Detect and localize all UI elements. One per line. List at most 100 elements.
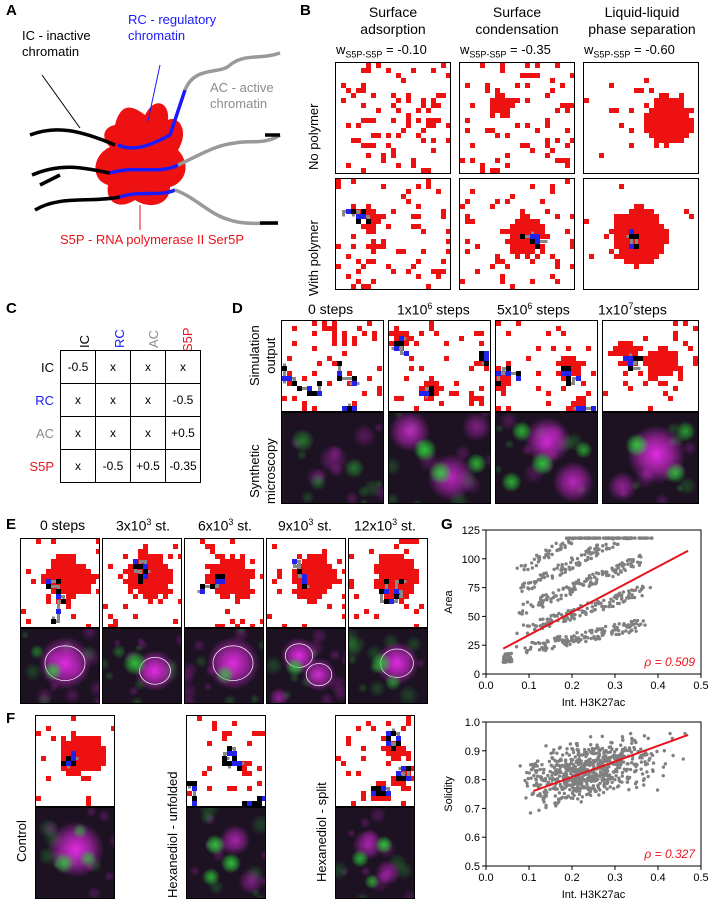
scatter-point [611, 545, 615, 549]
scatter-point [559, 593, 563, 597]
scatter-point [556, 638, 561, 643]
scatter-point [552, 567, 556, 572]
scatter-point [571, 748, 575, 752]
scatter-point [591, 551, 595, 555]
scatter-point [548, 787, 552, 792]
b-col1-title-l2: adsorption [360, 21, 426, 37]
e-sim-3 [266, 538, 346, 628]
scatter-point [619, 597, 624, 601]
y-axis-label: Area [443, 590, 455, 614]
scatter-point [564, 593, 568, 598]
scatter-point [576, 797, 580, 801]
scatter-point [609, 597, 613, 601]
scatter-point [591, 749, 596, 753]
scatter-point [580, 795, 585, 799]
scatter-point [564, 762, 568, 766]
scatter-point [613, 628, 618, 632]
scatter-point [530, 586, 534, 591]
e-step-3: 9x103 st. [278, 517, 333, 534]
scatter-point [577, 757, 581, 761]
scatter-point [643, 762, 648, 767]
scatter-point [541, 767, 546, 772]
f-sim-split [335, 715, 415, 807]
scatter-point [594, 550, 598, 555]
ic-label-line2: chromatin [22, 44, 80, 59]
scatter-point [597, 536, 602, 540]
scatter-point [620, 750, 625, 754]
matrix-row: RC x x x -0.5 [20, 383, 201, 417]
scatter-point [605, 759, 609, 763]
b-w-label-2: wS5P-S5P = -0.35 [460, 42, 551, 60]
scatter-point [610, 630, 615, 634]
scatter-point [583, 552, 587, 557]
scatter-point [643, 623, 647, 627]
scatter-point [580, 753, 585, 757]
plot-frame [485, 529, 702, 675]
y-tick-label: 25 [468, 640, 480, 652]
scatter-point [617, 591, 622, 595]
scatter-point [573, 755, 577, 759]
scatter-point [572, 786, 577, 791]
interaction-matrix: IC -0.5 x x x RC x x x -0.5 AC x x x +0.… [20, 350, 201, 483]
scatter-point [563, 758, 568, 762]
scatter-point [538, 775, 543, 779]
scatter-point [575, 631, 579, 635]
scatter-point [557, 611, 561, 616]
d-row-label-microscopy: Synthetic microscopy [247, 438, 278, 504]
scatter-point [602, 768, 606, 773]
scatter-point [595, 536, 599, 540]
scatter-point [527, 587, 531, 591]
scatter-point [633, 769, 637, 774]
scatter-point [568, 567, 572, 572]
scatter-point [639, 747, 643, 751]
panel-label-e: E [6, 516, 17, 533]
scatter-point [634, 780, 639, 784]
d-row-label-simulation: Simulation output [247, 325, 278, 386]
d-micro-1 [388, 412, 491, 504]
scatter-point [590, 605, 595, 609]
scatter-point [598, 781, 602, 785]
scatter-point [634, 785, 639, 790]
d-step-2: 5x106 steps [497, 301, 570, 318]
scatter-point [635, 560, 640, 564]
scatter-point [573, 769, 578, 773]
x-tick-label: 0.3 [607, 872, 622, 884]
scatter-point [571, 762, 576, 767]
scatter-point [631, 559, 635, 563]
scatter-point [557, 588, 561, 592]
scatter-point [564, 634, 568, 639]
scatter-point [509, 651, 514, 656]
scatter-point [556, 547, 561, 552]
scatter-point [625, 780, 630, 784]
d-sim-2 [495, 320, 598, 412]
solidity-scatter-chart: 0.0 0.1 0.2 0.3 0.4 0.5 0.5 0.6 0.7 0.8 0.9 1.0 Int.… [443, 717, 709, 901]
b-grid-condensation-with-polymer [459, 178, 575, 290]
scatter-point [565, 747, 569, 751]
scatter-point [565, 751, 569, 755]
matrix-cell: x [130, 350, 166, 384]
scatter-point [532, 773, 536, 778]
scatter-point [602, 598, 606, 603]
d-sim-3 [602, 320, 699, 412]
scatter-point [615, 564, 619, 568]
scatter-point [615, 769, 619, 774]
scatter-point [521, 623, 526, 627]
scatter-point [602, 630, 606, 634]
scatter-point [590, 609, 594, 614]
scatter-point [577, 560, 581, 565]
b-row-label-with-polymer: With polymer [306, 220, 321, 296]
scatter-point [604, 756, 609, 761]
scatter-point [571, 581, 575, 586]
scatter-point [537, 555, 542, 559]
scatter-point [542, 555, 546, 560]
scatter-point [642, 777, 646, 781]
scatter-point [609, 740, 613, 745]
scatter-point [540, 777, 544, 782]
scatter-point [592, 779, 597, 783]
scatter-point [620, 735, 625, 739]
scatter-point [594, 751, 598, 756]
scatter-point [613, 749, 617, 754]
y-tick-label: 0 [474, 669, 480, 681]
scatter-point [547, 555, 551, 560]
d-sim-1 [388, 320, 491, 412]
